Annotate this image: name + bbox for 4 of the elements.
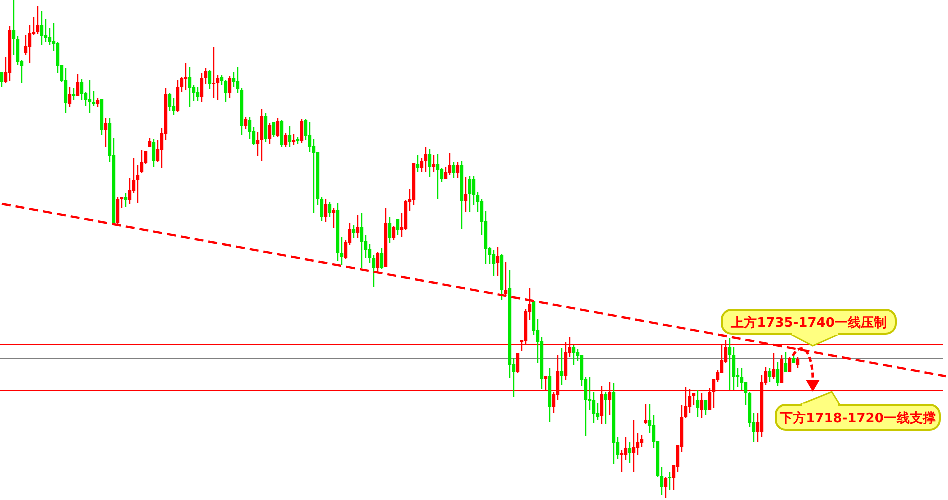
annotation: 上方1735-1740一线压制: [730, 315, 887, 331]
callout: 上方1735-1740一线压制: [721, 309, 897, 347]
annotation: 下方1718-1720一线支撑: [779, 410, 936, 426]
callout: 下方1718-1720一线支撑: [775, 391, 941, 431]
